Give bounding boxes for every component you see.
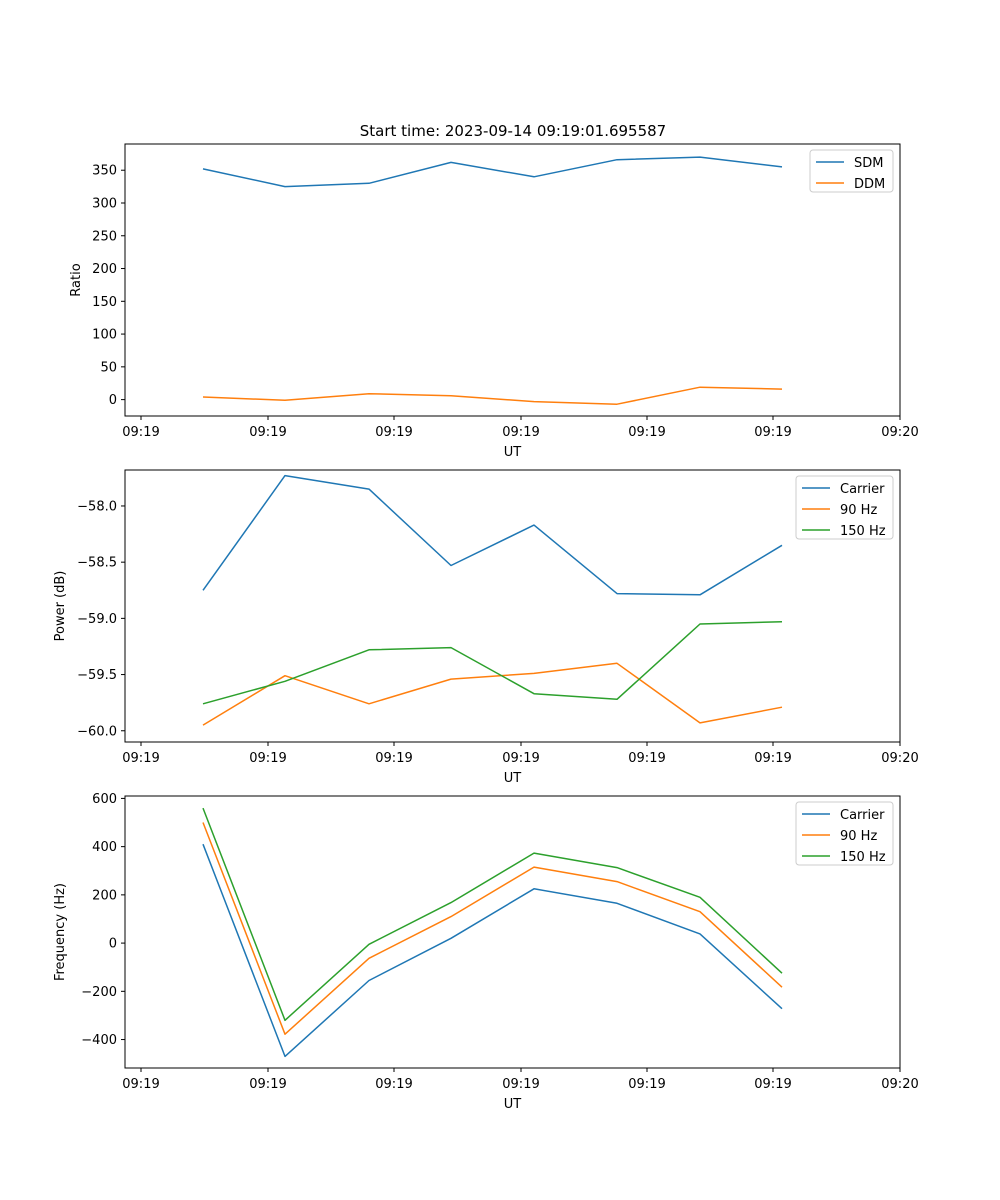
x-tick-label: 09:20 xyxy=(881,425,918,440)
plots: 09:19 09:19 09:19 09:19 09:19 09:19 09:20 UT 0 50… xyxy=(53,143,919,1112)
series-line-2 xyxy=(202,662,783,726)
figure-title: Start time: 2023-09-14 09:19:01.695587 xyxy=(360,122,666,140)
y-tick-label: −58.0 xyxy=(77,499,117,514)
y-axis-label: Ratio xyxy=(69,263,84,296)
legend-label-2: DDM xyxy=(854,177,885,192)
x-tick-label: 09:19 xyxy=(122,751,159,766)
series-line-2 xyxy=(202,822,783,1035)
y-axis-label: Frequency (Hz) xyxy=(53,883,68,981)
x-tick-label: 09:19 xyxy=(122,425,159,440)
x-tick-label: 09:20 xyxy=(881,1077,918,1092)
x-tick-label: 09:19 xyxy=(375,1077,412,1092)
y-tick-label: 250 xyxy=(92,229,117,244)
y-tick-label: −60.0 xyxy=(77,724,117,739)
y-tick-label: −59.5 xyxy=(77,668,117,683)
legend-label-2: 90 Hz xyxy=(840,829,877,844)
y-tick-label: 400 xyxy=(92,840,117,855)
subplot-2: 09:19 09:19 09:19 09:19 09:19 09:19 09:20 UT −60… xyxy=(53,469,919,786)
series-line-2 xyxy=(202,386,783,405)
x-axis-label: UT xyxy=(504,771,522,786)
legend: SDM DDM xyxy=(809,149,894,193)
subplot-3: 09:19 09:19 09:19 09:19 09:19 09:19 09:20 UT −40… xyxy=(53,792,919,1112)
legend-label-3: 150 Hz xyxy=(840,850,886,865)
y-tick-label: −400 xyxy=(81,1033,117,1048)
x-tick-label: 09:19 xyxy=(754,751,791,766)
y-tick-label: 300 xyxy=(92,196,117,211)
x-tick-label: 09:19 xyxy=(754,425,791,440)
y-tick-label: 0 xyxy=(109,393,117,408)
y-tick-label: 0 xyxy=(109,937,117,952)
y-tick-label: 600 xyxy=(92,792,117,807)
legend-label-3: 150 Hz xyxy=(840,524,886,539)
y-tick-label: −200 xyxy=(81,985,117,1000)
legend: Carrier 90 Hz 150 Hz xyxy=(795,475,894,540)
x-tick-label: 09:19 xyxy=(628,751,665,766)
plot-frame xyxy=(124,469,901,743)
x-tick-label: 09:19 xyxy=(502,1077,539,1092)
y-tick-label: 200 xyxy=(92,888,117,903)
x-tick-label: 09:19 xyxy=(375,751,412,766)
x-tick-label: 09:19 xyxy=(122,1077,159,1092)
x-tick-label: 09:19 xyxy=(628,1077,665,1092)
x-axis-label: UT xyxy=(504,445,522,460)
y-tick-label: 200 xyxy=(92,262,117,277)
y-tick-label: −59.0 xyxy=(77,612,117,627)
series-line-1 xyxy=(202,474,783,596)
subplot-1: 09:19 09:19 09:19 09:19 09:19 09:19 09:20 UT 0 50… xyxy=(69,143,919,460)
legend-label-1: Carrier xyxy=(840,808,885,823)
plot-frame xyxy=(124,795,901,1069)
legend: Carrier 90 Hz 150 Hz xyxy=(795,801,894,866)
y-tick-label: −58.5 xyxy=(77,556,117,571)
legend-label-1: Carrier xyxy=(840,482,885,497)
x-tick-label: 09:19 xyxy=(375,425,412,440)
legend-box xyxy=(795,475,894,540)
series-line-3 xyxy=(202,620,783,705)
x-tick-label: 09:19 xyxy=(249,1077,286,1092)
x-axis-label: UT xyxy=(504,1097,522,1112)
series-line-3 xyxy=(202,807,783,1022)
x-tick-label: 09:19 xyxy=(754,1077,791,1092)
legend-label-2: 90 Hz xyxy=(840,503,877,518)
legend-box xyxy=(795,801,894,866)
series-line-1 xyxy=(202,156,783,188)
y-axis-label: Power (dB) xyxy=(53,571,68,642)
y-tick-label: 350 xyxy=(92,164,117,179)
legend-label-1: SDM xyxy=(854,156,883,171)
x-tick-label: 09:19 xyxy=(502,425,539,440)
legend-box xyxy=(809,149,894,193)
y-tick-label: 50 xyxy=(100,360,117,375)
plot-frame xyxy=(124,143,901,417)
x-tick-label: 09:20 xyxy=(881,751,918,766)
y-tick-label: 150 xyxy=(92,295,117,310)
x-tick-label: 09:19 xyxy=(502,751,539,766)
series-line-1 xyxy=(202,843,783,1058)
x-tick-label: 09:19 xyxy=(249,425,286,440)
x-tick-label: 09:19 xyxy=(249,751,286,766)
x-tick-label: 09:19 xyxy=(628,425,665,440)
y-tick-label: 100 xyxy=(92,328,117,343)
